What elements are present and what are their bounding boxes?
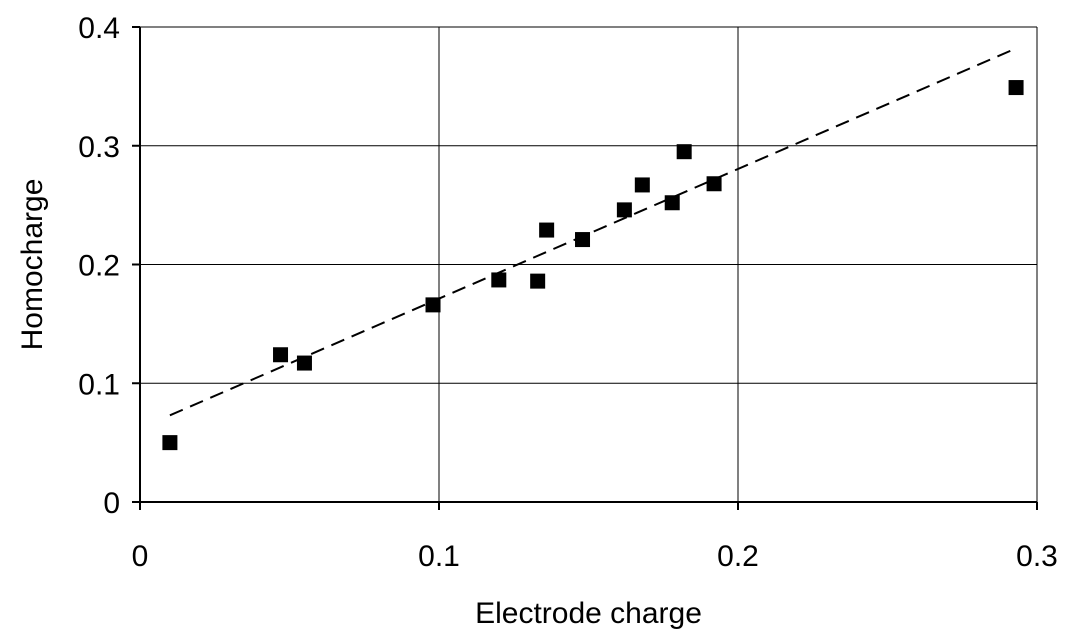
- y-tick-label: 0.4: [78, 12, 120, 45]
- data-point: [616, 202, 632, 218]
- y-axis-title: Homocharge: [16, 179, 49, 351]
- trendline-layer: [169, 47, 1017, 417]
- data-point: [296, 355, 312, 371]
- data-points: [162, 80, 1024, 451]
- y-tick-label: 0.1: [78, 368, 120, 401]
- x-tick-label: 0.3: [1016, 540, 1058, 573]
- data-point: [539, 222, 555, 238]
- data-point: [575, 232, 591, 248]
- data-point: [1008, 80, 1024, 96]
- x-tick-label: 0.2: [717, 540, 759, 573]
- tick-labels: 0 0.1 0.2 0.3 0 0.1 0.2 0.3 0.4: [78, 12, 1058, 573]
- data-point: [706, 176, 722, 192]
- data-point: [425, 297, 441, 313]
- tick-marks: [132, 26, 1038, 510]
- trendline: [169, 47, 1017, 417]
- data-point: [162, 435, 178, 451]
- data-point: [530, 273, 546, 289]
- data-point: [273, 347, 289, 363]
- y-tick-label: 0.2: [78, 250, 120, 283]
- x-tick-label: 0: [132, 540, 149, 573]
- data-point: [491, 272, 507, 288]
- y-tick-label: 0: [103, 487, 120, 520]
- x-tick-label: 0.1: [418, 540, 460, 573]
- data-point: [634, 177, 650, 193]
- x-axis-title: Electrode charge: [475, 597, 702, 630]
- y-tick-label: 0.3: [78, 131, 120, 164]
- data-point: [664, 195, 680, 211]
- gridlines: [140, 26, 1038, 502]
- data-point: [676, 144, 692, 160]
